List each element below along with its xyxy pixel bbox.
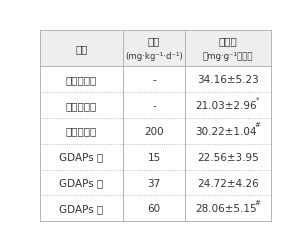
Text: （mg·g⁻¹组织）: （mg·g⁻¹组织） <box>203 52 253 61</box>
Bar <box>40 144 271 170</box>
Text: 30.22±1.04: 30.22±1.04 <box>195 126 256 136</box>
Text: GDAPs 高: GDAPs 高 <box>59 204 104 214</box>
Text: GDAPs 低: GDAPs 低 <box>59 152 104 162</box>
Text: 正常对照组: 正常对照组 <box>66 74 97 85</box>
Bar <box>40 170 271 196</box>
Text: -: - <box>152 100 156 110</box>
Text: 34.16±5.23: 34.16±5.23 <box>197 74 259 85</box>
Text: 21.03±2.96: 21.03±2.96 <box>195 100 256 110</box>
Text: 200: 200 <box>144 126 164 136</box>
Text: 60: 60 <box>148 204 161 214</box>
Text: 组别: 组别 <box>75 44 88 54</box>
Text: (mg·kg⁻¹·d⁻¹): (mg·kg⁻¹·d⁻¹) <box>125 52 183 61</box>
Text: 28.06±5.15: 28.06±5.15 <box>195 204 256 214</box>
Text: 37: 37 <box>148 178 161 188</box>
Text: *: * <box>256 96 259 102</box>
Text: 模型对照组: 模型对照组 <box>66 100 97 110</box>
Bar <box>40 66 271 92</box>
Text: 肝糖元: 肝糖元 <box>219 36 237 46</box>
Bar <box>40 118 271 144</box>
Text: 22.56±3.95: 22.56±3.95 <box>197 152 259 162</box>
Bar <box>40 196 271 222</box>
Text: -: - <box>152 74 156 85</box>
Text: GDAPs 中: GDAPs 中 <box>59 178 104 188</box>
Text: 二甲双胍组: 二甲双胍组 <box>66 126 97 136</box>
Text: 24.72±4.26: 24.72±4.26 <box>197 178 259 188</box>
Text: #: # <box>255 122 261 128</box>
Text: 剂量: 剂量 <box>148 36 160 46</box>
Text: 15: 15 <box>148 152 161 162</box>
Bar <box>40 92 271 118</box>
Text: #: # <box>255 199 261 205</box>
Bar <box>40 31 271 66</box>
